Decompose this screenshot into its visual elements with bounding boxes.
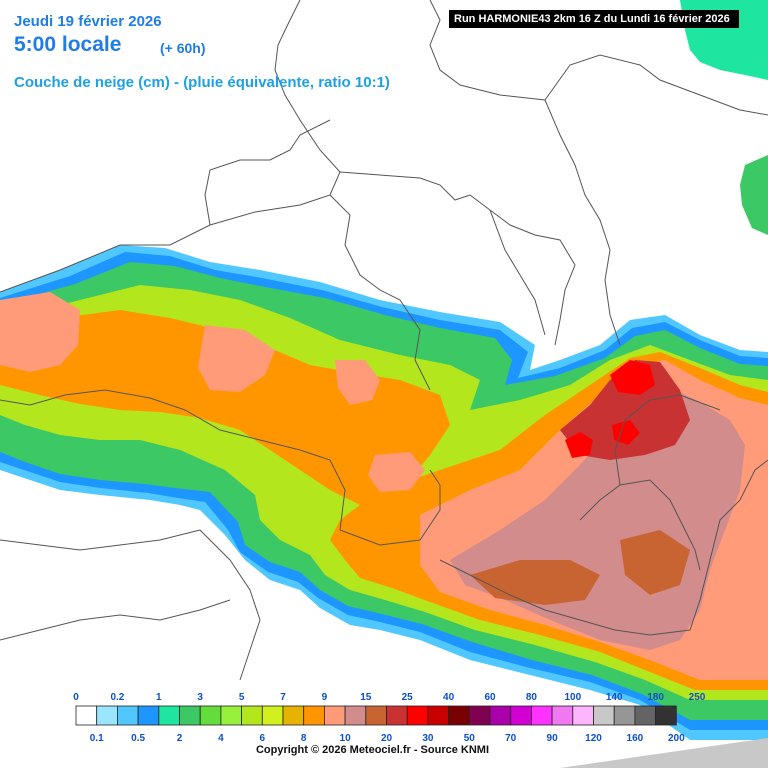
forecast-lead: (+ 60h) [160, 40, 206, 56]
legend-swatch [551, 705, 574, 726]
legend-top-label: 3 [197, 692, 203, 703]
legend-swatch [323, 705, 346, 726]
legend-bottom-label: 0.1 [90, 733, 104, 744]
legend-bottom-label: 0.5 [131, 733, 145, 744]
legend-bottom-label: 90 [547, 733, 559, 744]
legend-swatch [468, 705, 491, 726]
legend-top-labels: 0 0.2 1 3 5 7 9 15 25 40 60 80 100 140 180 250 [73, 692, 706, 703]
legend-swatch [137, 705, 160, 726]
legend-swatch [448, 705, 470, 726]
snow-zone-crimson [560, 360, 690, 460]
legend-top-label: 40 [443, 692, 455, 703]
legend-swatch [572, 705, 594, 726]
legend-top-label: 0.2 [110, 692, 124, 703]
legend-swatch [282, 705, 305, 726]
legend-top-label: 15 [360, 692, 372, 703]
snow-zone-sienna-2 [620, 530, 690, 595]
legend-swatch [386, 705, 408, 726]
legend-swatch [303, 705, 325, 726]
legend-bottom-label: 4 [218, 733, 224, 744]
legend-swatch [365, 705, 387, 726]
forecast-date: Jeudi 19 février 2026 [14, 13, 162, 30]
copyright: Copyright © 2026 Meteociel.fr - Source K… [255, 744, 490, 756]
legend-top-label: 25 [402, 692, 414, 703]
legend-swatch [531, 705, 553, 726]
legend-bottom-label: 20 [381, 733, 393, 744]
snow-zone-salmon-south [368, 452, 425, 492]
legend-swatch [261, 705, 284, 726]
legend-bottom-label: 160 [627, 733, 644, 744]
legend-swatch [634, 705, 657, 726]
legend-top-label: 140 [606, 692, 623, 703]
legend-bottom-label: 6 [260, 733, 266, 744]
legend-swatch [344, 705, 367, 726]
legend-top-label: 7 [280, 692, 286, 703]
snow-zone-salmon-west [0, 292, 80, 372]
legend-swatch [241, 705, 263, 726]
legend-swatch [96, 705, 118, 726]
legend-top-label: 100 [564, 692, 581, 703]
color-legend: 0 0.2 1 3 5 7 9 15 25 40 60 80 100 140 180 250 0.1 0.5 2 4… [73, 692, 706, 744]
legend-bottom-label: 8 [301, 733, 307, 744]
legend-swatch [593, 705, 615, 726]
legend-swatch [220, 705, 242, 726]
legend-bottom-label: 200 [668, 733, 685, 744]
out-of-domain-corner [560, 738, 768, 768]
legend-swatches [75, 705, 677, 726]
legend-top-label: 5 [239, 692, 245, 703]
legend-swatch [489, 705, 512, 726]
forecast-time: 5:00 locale [14, 33, 122, 56]
legend-swatch [75, 705, 98, 726]
legend-bottom-label: 30 [422, 733, 434, 744]
legend-swatch [406, 705, 429, 726]
legend-swatch [158, 705, 180, 726]
legend-swatch [199, 705, 222, 726]
legend-swatch [510, 705, 532, 726]
legend-swatch [613, 705, 636, 726]
borders [0, 0, 768, 681]
legend-bottom-label: 50 [464, 733, 476, 744]
legend-top-label: 180 [647, 692, 664, 703]
legend-bottom-label: 10 [340, 733, 352, 744]
snow-zone-red-1 [610, 360, 655, 395]
snow-zone-salmon-mid [335, 360, 380, 405]
model-run-label: Run HARMONIE43 2km 16 Z du Lundi 16 févr… [449, 10, 739, 28]
legend-swatch [655, 705, 677, 726]
legend-bottom-label: 70 [505, 733, 517, 744]
legend-top-label: 9 [322, 692, 328, 703]
legend-bottom-label: 120 [585, 733, 602, 744]
legend-top-label: 80 [526, 692, 538, 703]
forecast-parameter: Couche de neige (cm) - (pluie équivalent… [14, 74, 390, 91]
legend-top-label: 1 [156, 692, 162, 703]
legend-top-label: 0 [73, 692, 79, 703]
legend-swatch [427, 705, 449, 726]
legend-swatch [117, 705, 139, 726]
snow-zone-red-2 [565, 432, 593, 458]
snow-zone-east-edge [740, 155, 768, 235]
legend-top-label: 250 [689, 692, 706, 703]
legend-swatch [179, 705, 201, 726]
snow-zone-salmon-central [198, 325, 275, 392]
legend-bottom-labels: 0.1 0.5 2 4 6 8 10 20 30 50 70 90 120 160 200 [90, 733, 685, 744]
snow-zone-sienna [470, 560, 600, 605]
legend-bottom-label: 2 [177, 733, 183, 744]
legend-top-label: 60 [484, 692, 496, 703]
